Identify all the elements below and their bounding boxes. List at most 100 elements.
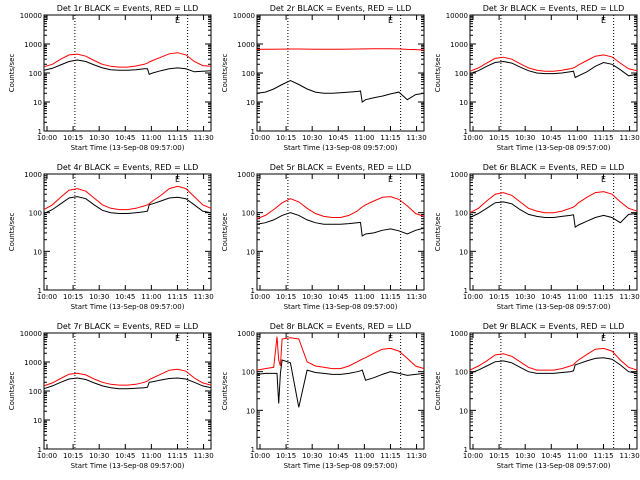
- panel-title: Det 6r BLACK = Events, RED = LLD: [483, 163, 625, 172]
- plot-frame: [43, 332, 212, 450]
- y-tick-label: 1000: [450, 171, 468, 179]
- x-tick-label: 11:15: [593, 293, 613, 301]
- x-tick-label: 10:45: [115, 452, 135, 460]
- x-tick-label: 10:15: [489, 452, 509, 460]
- panel-1: Det 1r BLACK = Events, RED = LLD 1 10 100 10…: [8, 4, 214, 152]
- x-axis-label: Start Time (13-Sep-08 09:57:00): [497, 303, 611, 311]
- panel-5: Det 5r BLACK = Events, RED = LLD 1 10 100 10…: [221, 163, 427, 311]
- series-line-lld: [256, 196, 425, 220]
- y-axis-label: Counts/sec: [8, 213, 16, 252]
- series-line-events: [469, 357, 638, 374]
- y-tick-label: 1000: [24, 171, 42, 179]
- x-tick-label: 10:30: [515, 293, 535, 301]
- x-tick-label: 10:30: [515, 134, 535, 142]
- series-line-lld: [469, 54, 638, 72]
- x-tick-label: 11:00: [141, 293, 161, 301]
- x-axis-label: Start Time (13-Sep-08 09:57:00): [497, 144, 611, 152]
- y-tick-label: 10: [33, 248, 42, 256]
- panel-7: Det 7r BLACK = Events, RED = LLD 1 10 100 10…: [8, 322, 214, 470]
- x-tick-label: 10:15: [276, 293, 296, 301]
- y-tick-label: 1: [464, 128, 468, 136]
- series-line-lld: [469, 347, 638, 371]
- series-line-lld: [256, 336, 425, 371]
- y-axis-label: Counts/sec: [8, 54, 16, 93]
- y-tick-label: 10: [33, 417, 42, 425]
- x-tick-label: 11:00: [567, 452, 587, 460]
- x-axis-label: Start Time (13-Sep-08 09:57:00): [71, 303, 185, 311]
- y-tick-label: 1000: [24, 359, 42, 367]
- plot-frame: [43, 14, 212, 132]
- series-line-lld: [469, 191, 638, 214]
- x-tick-label: 11:15: [167, 293, 187, 301]
- y-tick-label: 100: [455, 210, 468, 218]
- series-line-lld: [43, 52, 212, 68]
- y-tick-label: 1000: [450, 41, 468, 49]
- series-line-lld: [43, 368, 212, 387]
- x-tick-label: 10:15: [489, 134, 509, 142]
- x-tick-label: 10:00: [37, 293, 57, 301]
- series-line-events: [43, 196, 212, 214]
- y-tick-label: 10: [459, 407, 468, 415]
- panel-title: Det 5r BLACK = Events, RED = LLD: [270, 163, 412, 172]
- panel-9: Det 9r BLACK = Events, RED = LLD 1 10 100 10…: [434, 322, 640, 470]
- y-tick-label: 10000: [446, 12, 468, 20]
- x-tick-label: 11:30: [193, 293, 213, 301]
- y-tick-label: 100: [455, 369, 468, 377]
- plot-frame: [43, 173, 212, 291]
- y-axis-label: Counts/sec: [221, 372, 229, 411]
- x-axis-label: Start Time (13-Sep-08 09:57:00): [497, 462, 611, 470]
- y-tick-label: 10000: [20, 12, 42, 20]
- y-axis-label: Counts/sec: [221, 213, 229, 252]
- x-tick-label: 11:30: [193, 134, 213, 142]
- x-tick-label: 10:45: [541, 134, 561, 142]
- y-axis-label: Counts/sec: [434, 213, 442, 252]
- y-tick-label: 10: [33, 99, 42, 107]
- x-axis-label: Start Time (13-Sep-08 09:57:00): [284, 462, 398, 470]
- y-tick-label: 10: [459, 99, 468, 107]
- corner-label: E: [175, 334, 180, 343]
- x-tick-label: 10:45: [328, 293, 348, 301]
- y-tick-label: 1000: [450, 330, 468, 338]
- y-tick-label: 10: [459, 248, 468, 256]
- x-axis-label: Start Time (13-Sep-08 09:57:00): [71, 462, 185, 470]
- y-tick-label: 1: [251, 128, 255, 136]
- y-tick-label: 100: [29, 70, 42, 78]
- x-tick-label: 10:45: [541, 452, 561, 460]
- y-tick-label: 100: [29, 210, 42, 218]
- plot-frame: [256, 332, 425, 450]
- x-tick-label: 10:45: [115, 134, 135, 142]
- x-tick-label: 10:30: [302, 452, 322, 460]
- series-line-events: [256, 359, 425, 408]
- panel-4: Det 4r BLACK = Events, RED = LLD 1 10 100 10…: [8, 163, 214, 311]
- x-tick-label: 11:30: [619, 293, 639, 301]
- x-tick-label: 10:45: [328, 134, 348, 142]
- panel-title: Det 9r BLACK = Events, RED = LLD: [483, 322, 625, 331]
- x-tick-label: 11:15: [380, 293, 400, 301]
- x-tick-label: 10:00: [37, 452, 57, 460]
- series-line-events: [469, 60, 638, 79]
- series-line-lld: [256, 48, 425, 51]
- plot-frame: [469, 173, 638, 291]
- x-tick-label: 10:30: [302, 293, 322, 301]
- x-tick-label: 10:45: [541, 293, 561, 301]
- plot-frame: [256, 14, 425, 132]
- corner-label: E: [388, 175, 393, 184]
- x-tick-label: 11:00: [354, 134, 374, 142]
- x-tick-label: 11:30: [406, 134, 426, 142]
- x-tick-label: 11:30: [193, 452, 213, 460]
- x-tick-label: 11:00: [354, 452, 374, 460]
- x-tick-label: 11:15: [167, 452, 187, 460]
- y-tick-label: 100: [242, 369, 255, 377]
- y-axis-label: Counts/sec: [8, 372, 16, 411]
- y-tick-label: 100: [455, 70, 468, 78]
- y-tick-label: 1000: [237, 171, 255, 179]
- y-tick-label: 1: [251, 446, 255, 454]
- y-tick-label: 1000: [237, 41, 255, 49]
- x-tick-label: 10:15: [276, 452, 296, 460]
- y-tick-label: 100: [242, 70, 255, 78]
- x-tick-label: 10:30: [89, 293, 109, 301]
- x-tick-label: 11:30: [406, 293, 426, 301]
- x-tick-label: 11:00: [141, 452, 161, 460]
- x-tick-label: 11:30: [619, 134, 639, 142]
